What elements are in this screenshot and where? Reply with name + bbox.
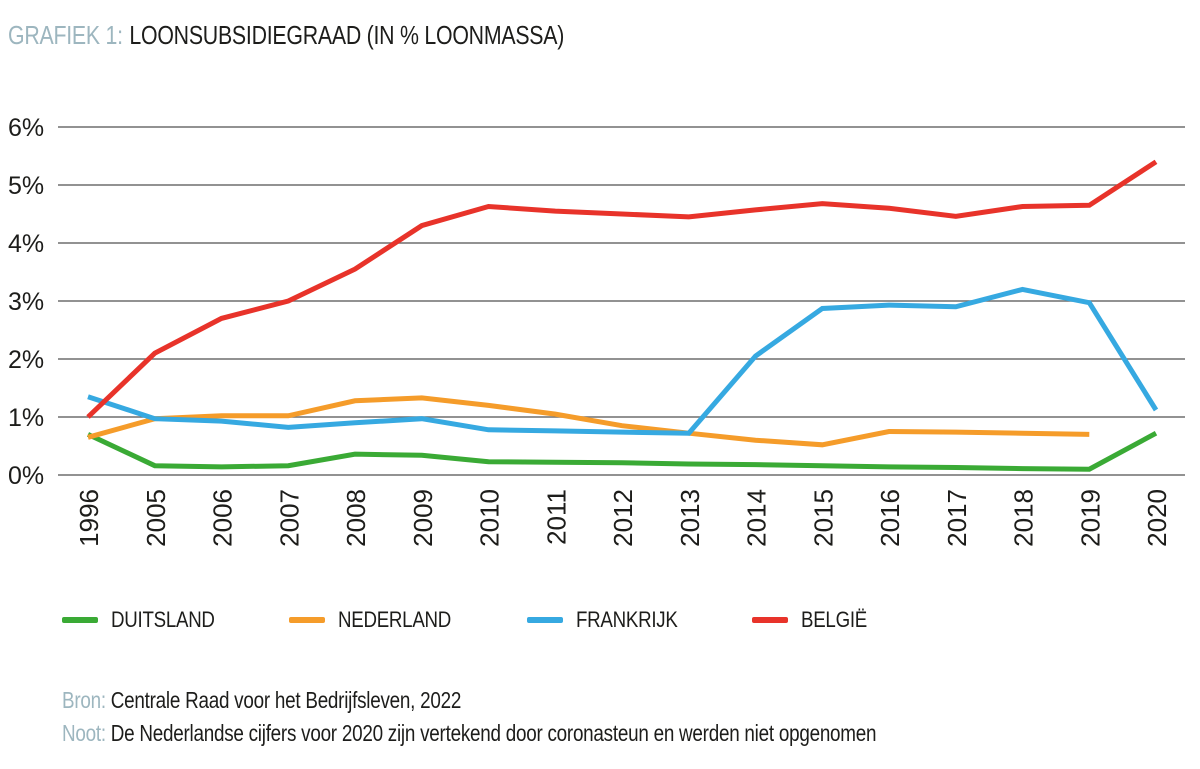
legend-item-belgie: BELGIË	[751, 607, 879, 633]
legend-label-frankrijk: FRANKRIJK	[576, 607, 678, 632]
x-tick-2011: 2011	[541, 489, 571, 545]
legend-label-belgie: BELGIË	[800, 607, 867, 632]
legend-label-duitsland: DUITSLAND	[111, 607, 215, 632]
x-tick-2016: 2016	[875, 489, 905, 547]
x-tick-2018: 2018	[1009, 489, 1039, 547]
legend-swatch-nederland	[289, 617, 325, 623]
y-tick-1pct: 1%	[8, 404, 44, 432]
x-tick-2008: 2008	[341, 489, 371, 547]
line-chart: 0% 1% 2% 3% 4% 5% 6% 1996 2005 2006 2007 2008 2009 20…	[8, 114, 1185, 547]
y-tick-2pct: 2%	[8, 346, 44, 374]
x-tick-2017: 2017	[942, 489, 972, 547]
note-label: Noot:	[62, 720, 106, 746]
x-tick-2013: 2013	[675, 489, 705, 547]
series-line-belgie	[86, 159, 1158, 419]
x-tick-2014: 2014	[742, 489, 772, 547]
legend-item-nederland: NEDERLAND	[289, 607, 471, 633]
chart-area: 0% 1% 2% 3% 4% 5% 6% 1996 2005 2006 2007 2008 2009 20…	[0, 100, 1200, 570]
y-tick-4pct: 4%	[8, 230, 44, 258]
chart-title-text: LOONSUBSIDIEGRAAD (IN % LOONMASSA)	[129, 20, 565, 50]
series-line-duitsland	[86, 431, 1158, 472]
legend-item-duitsland: DUITSLAND	[62, 607, 233, 633]
x-tick-2010: 2010	[475, 489, 505, 547]
legend-swatch-frankrijk	[527, 617, 563, 623]
source-text: Centrale Raad voor het Bedrijfsleven, 20…	[110, 687, 462, 713]
legend: DUITSLAND NEDERLAND FRANKRIJK BELGIË	[62, 604, 878, 636]
chart-title: GRAFIEK 1: LOONSUBSIDIEGRAAD (IN % LOONMA…	[8, 21, 564, 49]
x-tick-2006: 2006	[208, 489, 238, 547]
note-text: De Nederlandse cijfers voor 2020 zijn ve…	[110, 720, 877, 746]
note-line: Noot: De Nederlandse cijfers voor 2020 zi…	[62, 717, 1055, 750]
legend-swatch-duitsland	[62, 617, 98, 623]
x-tick-2009: 2009	[408, 489, 438, 547]
x-tick-1996: 1996	[74, 489, 104, 547]
x-tick-2019: 2019	[1075, 489, 1105, 547]
series-line-frankrijk	[87, 286, 1159, 436]
chart-title-prefix: GRAFIEK 1:	[8, 20, 123, 50]
footer: Bron: Centrale Raad voor het Bedrijfsleve…	[62, 684, 1055, 750]
x-tick-2007: 2007	[274, 489, 304, 547]
y-tick-6pct: 6%	[8, 114, 44, 142]
legend-swatch-belgie	[751, 617, 788, 623]
series-line-nederland	[87, 395, 1090, 448]
legend-item-frankrijk: FRANKRIJK	[527, 607, 696, 633]
y-tick-0pct: 0%	[8, 462, 44, 490]
x-tick-2015: 2015	[808, 489, 838, 547]
x-tick-2020: 2020	[1142, 489, 1172, 547]
y-tick-3pct: 3%	[8, 288, 44, 316]
legend-label-nederland: NEDERLAND	[338, 607, 452, 632]
source-label: Bron:	[62, 687, 106, 713]
x-tick-2012: 2012	[608, 489, 638, 547]
x-tick-2005: 2005	[141, 489, 171, 547]
source-line: Bron: Centrale Raad voor het Bedrijfsleve…	[62, 684, 1055, 717]
y-tick-5pct: 5%	[8, 172, 44, 200]
